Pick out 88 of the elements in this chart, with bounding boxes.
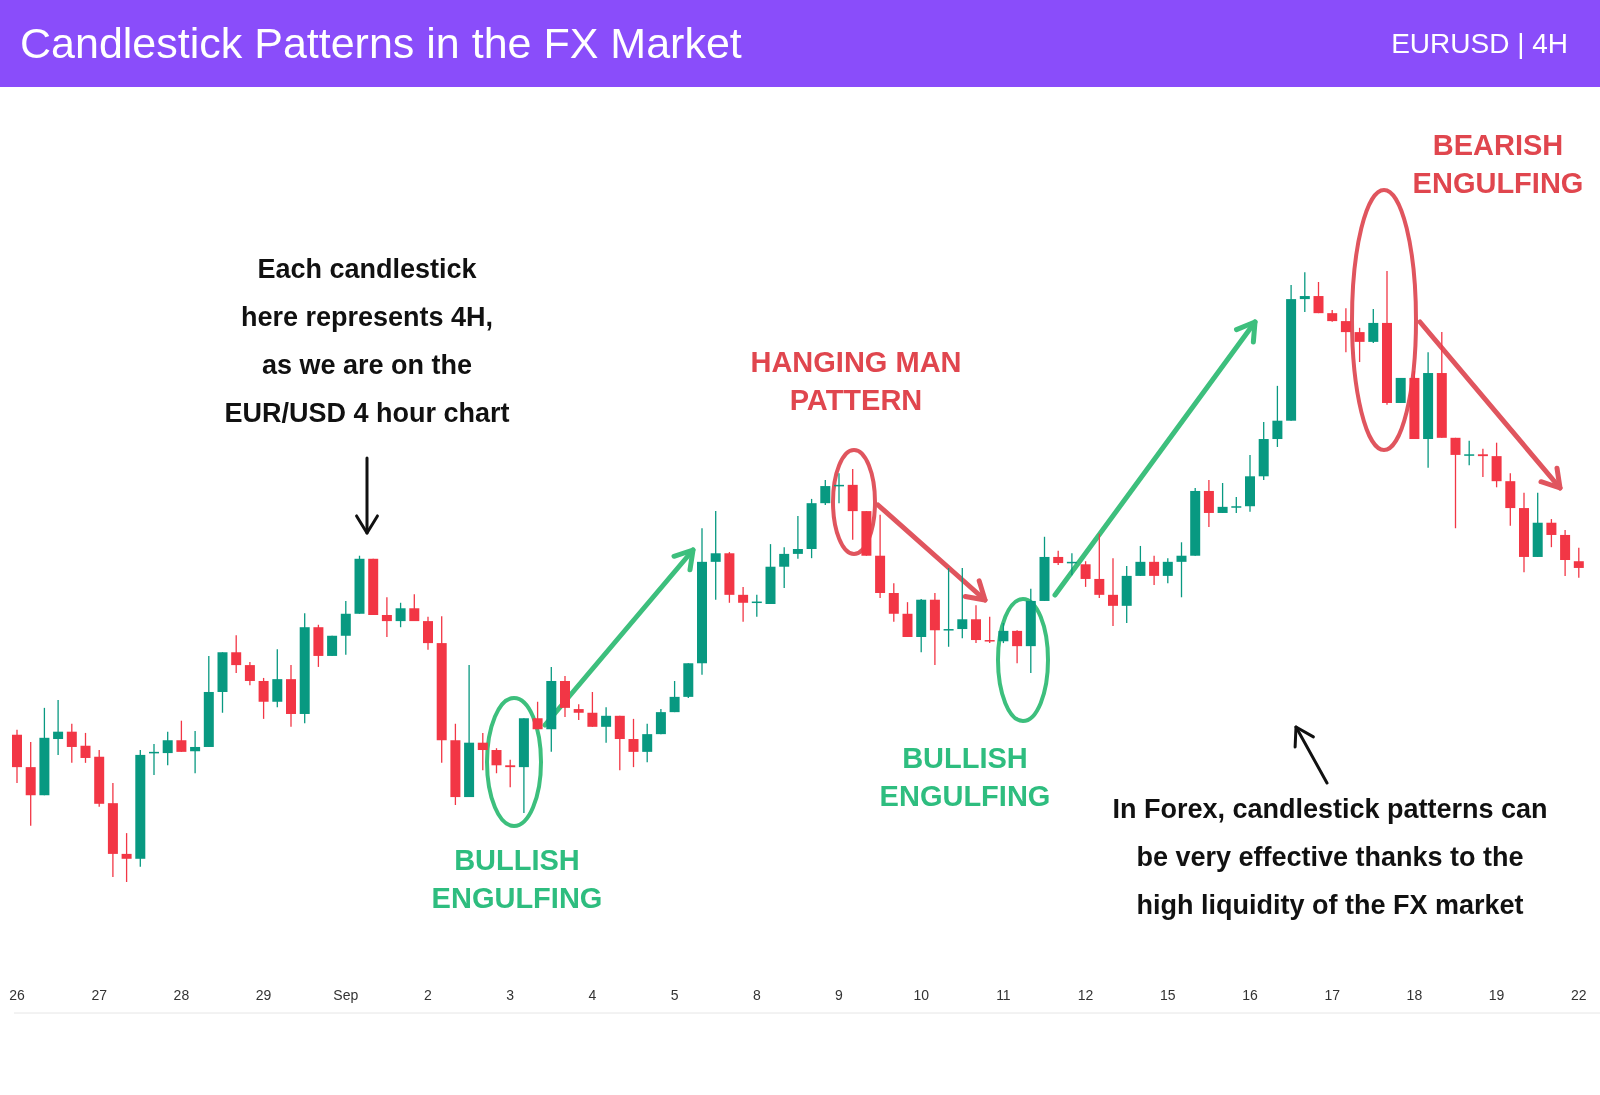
candlestick <box>669 680 680 713</box>
candlestick <box>738 586 749 623</box>
candlestick <box>1313 281 1324 314</box>
x-tick-label: 27 <box>91 987 108 1003</box>
candlestick <box>902 601 913 638</box>
annotation: Each candlestick here represents 4H, as we are on the EUR/USD 4 hour chart <box>224 254 510 429</box>
candlestick <box>642 723 653 763</box>
candlestick <box>792 515 803 560</box>
candlestick <box>1573 547 1584 579</box>
x-tick-label: 12 <box>1077 987 1094 1003</box>
x-tick-label: 3 <box>506 987 515 1003</box>
candlestick <box>628 718 639 768</box>
candlestick <box>1546 518 1557 548</box>
candlestick <box>1450 437 1461 529</box>
x-tick-label: 9 <box>835 987 844 1003</box>
chart-title: Candlestick Patterns in the FX Market <box>20 19 742 67</box>
candlestick <box>53 699 64 756</box>
x-tick-label: 2 <box>424 987 433 1003</box>
x-tick-label: 16 <box>1242 987 1258 1003</box>
candlestick <box>1135 545 1146 577</box>
annotation: BULLISH ENGULFING <box>431 844 603 915</box>
chart-subtitle: EURUSD | 4H <box>1391 28 1568 59</box>
annotation: BULLISH ENGULFING <box>879 742 1051 813</box>
candlestick <box>710 510 721 601</box>
candlestick <box>121 832 132 883</box>
candlestick <box>943 567 954 648</box>
x-tick-label: Sep <box>333 987 359 1003</box>
candlestick <box>162 731 173 766</box>
x-tick-label: 18 <box>1406 987 1423 1003</box>
candlestick <box>176 720 187 753</box>
candlestick <box>1176 541 1187 598</box>
x-tick-label: 19 <box>1488 987 1505 1003</box>
candlestick <box>1354 327 1365 363</box>
candlestick <box>395 602 406 628</box>
candlestick <box>491 747 502 774</box>
candlestick <box>1368 308 1379 344</box>
x-tick-label: 5 <box>670 987 679 1003</box>
candlestick <box>1340 307 1351 353</box>
candlestick <box>984 616 995 644</box>
candlestick <box>66 723 77 764</box>
candlestick <box>1162 557 1173 584</box>
candlestick <box>190 730 201 774</box>
candlestick <box>532 701 543 730</box>
annotation: In Forex, candlestick patterns can be very effective thanks to the high liquidity of the FX market <box>1112 794 1548 921</box>
candlestick <box>1108 557 1118 627</box>
candlestick <box>820 479 831 506</box>
x-tick-label: 26 <box>9 987 25 1003</box>
candlestick <box>1272 385 1283 448</box>
x-tick-label: 8 <box>752 987 761 1003</box>
candlestick <box>80 732 91 764</box>
candlestick <box>1203 479 1214 528</box>
candlestick <box>423 616 433 651</box>
x-tick-label: 17 <box>1324 987 1341 1003</box>
candlestick <box>409 593 420 622</box>
candlestick <box>655 708 666 735</box>
candlestick <box>1477 448 1488 478</box>
x-tick-label: 10 <box>913 987 930 1003</box>
x-tick-label: 28 <box>173 987 190 1003</box>
candlestick <box>779 546 790 589</box>
text: BEARISH ENGULFING <box>1412 129 1584 200</box>
candlestick <box>1094 533 1105 599</box>
candlestick <box>1464 440 1475 466</box>
candlestick <box>258 677 269 720</box>
candlestick <box>998 622 1009 644</box>
candlestick <box>614 715 625 771</box>
candlestick <box>477 732 488 771</box>
candlestick <box>971 604 981 644</box>
x-tick-label: 15 <box>1160 987 1176 1003</box>
candlestick <box>1149 555 1160 586</box>
candlestick <box>601 706 612 744</box>
candlestick <box>587 691 598 728</box>
x-tick-label: 29 <box>255 987 272 1003</box>
candlestick <box>340 600 351 656</box>
candlestick <box>1080 560 1091 588</box>
candlestick <box>231 634 242 674</box>
x-tick-label: 22 <box>1571 987 1587 1003</box>
candlestick <box>1012 629 1023 664</box>
candlestick <box>505 759 516 788</box>
candlestick <box>1299 271 1310 313</box>
candlestick <box>381 596 392 638</box>
candlestick <box>272 648 283 708</box>
x-tick-label: 4 <box>588 987 597 1003</box>
annotation: HANGING MAN PATTERN <box>750 346 962 417</box>
x-tick-label: 11 <box>996 987 1011 1003</box>
candlestick <box>1217 482 1228 514</box>
candlestick <box>957 567 968 639</box>
candlestick <box>244 661 255 686</box>
candlestick <box>888 582 899 623</box>
